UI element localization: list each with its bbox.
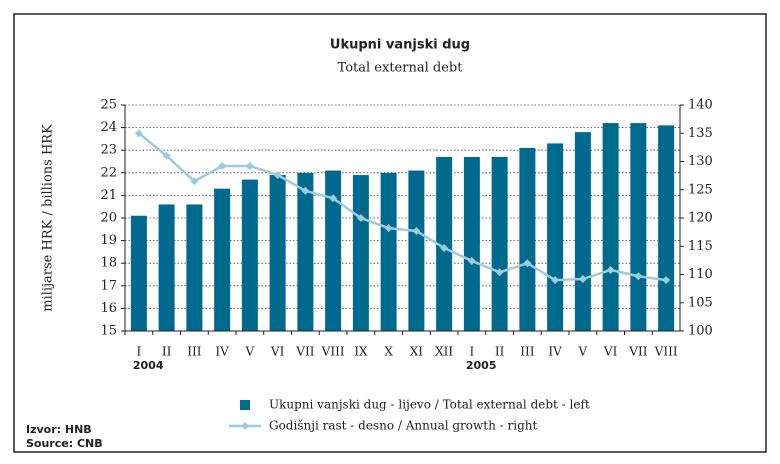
x-tick-label: I [137, 345, 142, 359]
marker [467, 256, 476, 265]
marker [301, 186, 310, 195]
x-tick-label: VIII [654, 345, 678, 359]
y2-tick-label: 125 [688, 182, 713, 197]
y-tick-label: 15 [100, 324, 117, 339]
y2-tick-label: 115 [688, 239, 713, 254]
source: Izvor: HNB [26, 423, 92, 436]
y-tick-label: 23 [100, 143, 117, 158]
bar [491, 156, 508, 331]
marker [412, 226, 421, 235]
legend-marker [241, 422, 249, 430]
bar [352, 175, 369, 331]
x-tick-label: VI [603, 345, 618, 359]
marker [190, 177, 199, 186]
chart-subtitle: Total external debt [338, 61, 464, 76]
marker [384, 224, 393, 233]
x-tick-label: IV [215, 345, 229, 359]
marker [356, 214, 365, 222]
bar [630, 123, 647, 331]
bar [186, 204, 203, 331]
bar [297, 172, 314, 331]
y-tick-label: 21 [100, 188, 117, 203]
x-tick-label: X [384, 345, 393, 359]
y-tick-label: 17 [100, 278, 117, 293]
y-tick-label: 18 [100, 256, 117, 271]
y2-tick-label: 100 [688, 324, 713, 339]
year-label: 2005 [466, 359, 497, 372]
bar [519, 147, 536, 331]
bar [574, 132, 591, 331]
bar [269, 175, 286, 331]
bar [325, 170, 342, 331]
y2-tick-label: 130 [688, 154, 713, 169]
x-tick-label: IV [548, 345, 562, 359]
x-tick-label: III [187, 345, 201, 359]
y-tick-label: 20 [100, 211, 117, 226]
bar [380, 172, 397, 331]
source: Source: CNB [26, 437, 103, 450]
x-tick-label: VI [270, 345, 285, 359]
y2-tick-label: 140 [688, 98, 713, 113]
marker [634, 272, 643, 281]
marker [523, 259, 532, 268]
marker [578, 275, 587, 284]
marker [218, 162, 227, 171]
bar [241, 179, 258, 331]
marker [245, 162, 254, 171]
marker [162, 151, 171, 160]
y2-tick-label: 110 [688, 267, 713, 282]
bar [463, 156, 480, 331]
marker [495, 268, 504, 277]
marker [329, 194, 338, 203]
x-tick-label: II [495, 345, 505, 359]
x-tick-label: VIII [321, 345, 345, 359]
x-tick-label: VII [295, 345, 314, 359]
line [138, 132, 667, 282]
y-tick-label: 22 [100, 165, 117, 180]
year-label: 2004 [133, 359, 164, 372]
legend-swatch [240, 400, 250, 410]
x-tick-label: II [162, 345, 172, 359]
y-tick-label: 19 [100, 233, 117, 248]
frame [13, 13, 767, 453]
marker [662, 276, 671, 285]
marker [606, 265, 615, 274]
bar [602, 123, 619, 331]
y-tick-label: 25 [100, 98, 117, 113]
x-tick-label: V [578, 345, 588, 359]
marker [273, 171, 282, 180]
y2-tick-label: 105 [688, 295, 713, 310]
x-tick-label: IX [354, 345, 368, 359]
x-tick-label: I [470, 345, 475, 359]
y-axis-label: milijarse HRK / billions HRK [41, 124, 56, 312]
x-tick-label: XII [435, 345, 453, 359]
bar [158, 204, 175, 331]
x-tick-label: V [245, 345, 255, 359]
bar [130, 215, 147, 331]
y2-tick-label: 135 [688, 126, 713, 141]
x-tick-label: XI [410, 345, 424, 359]
marker [134, 129, 143, 138]
bar [547, 143, 564, 331]
legend-label: Ukupni vanjski dug - lijevo / Total exte… [269, 398, 590, 412]
x-tick-label: III [520, 345, 534, 359]
chart-title: Ukupni vanjski dug [330, 38, 470, 53]
y-tick-label: 24 [100, 120, 117, 135]
legend-label: Godišnji rast - desno / Annual growth - … [269, 419, 538, 433]
bar [408, 170, 425, 331]
bar [214, 188, 231, 331]
y2-tick-label: 120 [688, 211, 713, 226]
bar [658, 125, 675, 331]
marker [440, 243, 449, 252]
x-tick-label: VII [628, 345, 647, 359]
marker [551, 276, 560, 285]
y-tick-label: 16 [100, 301, 117, 316]
